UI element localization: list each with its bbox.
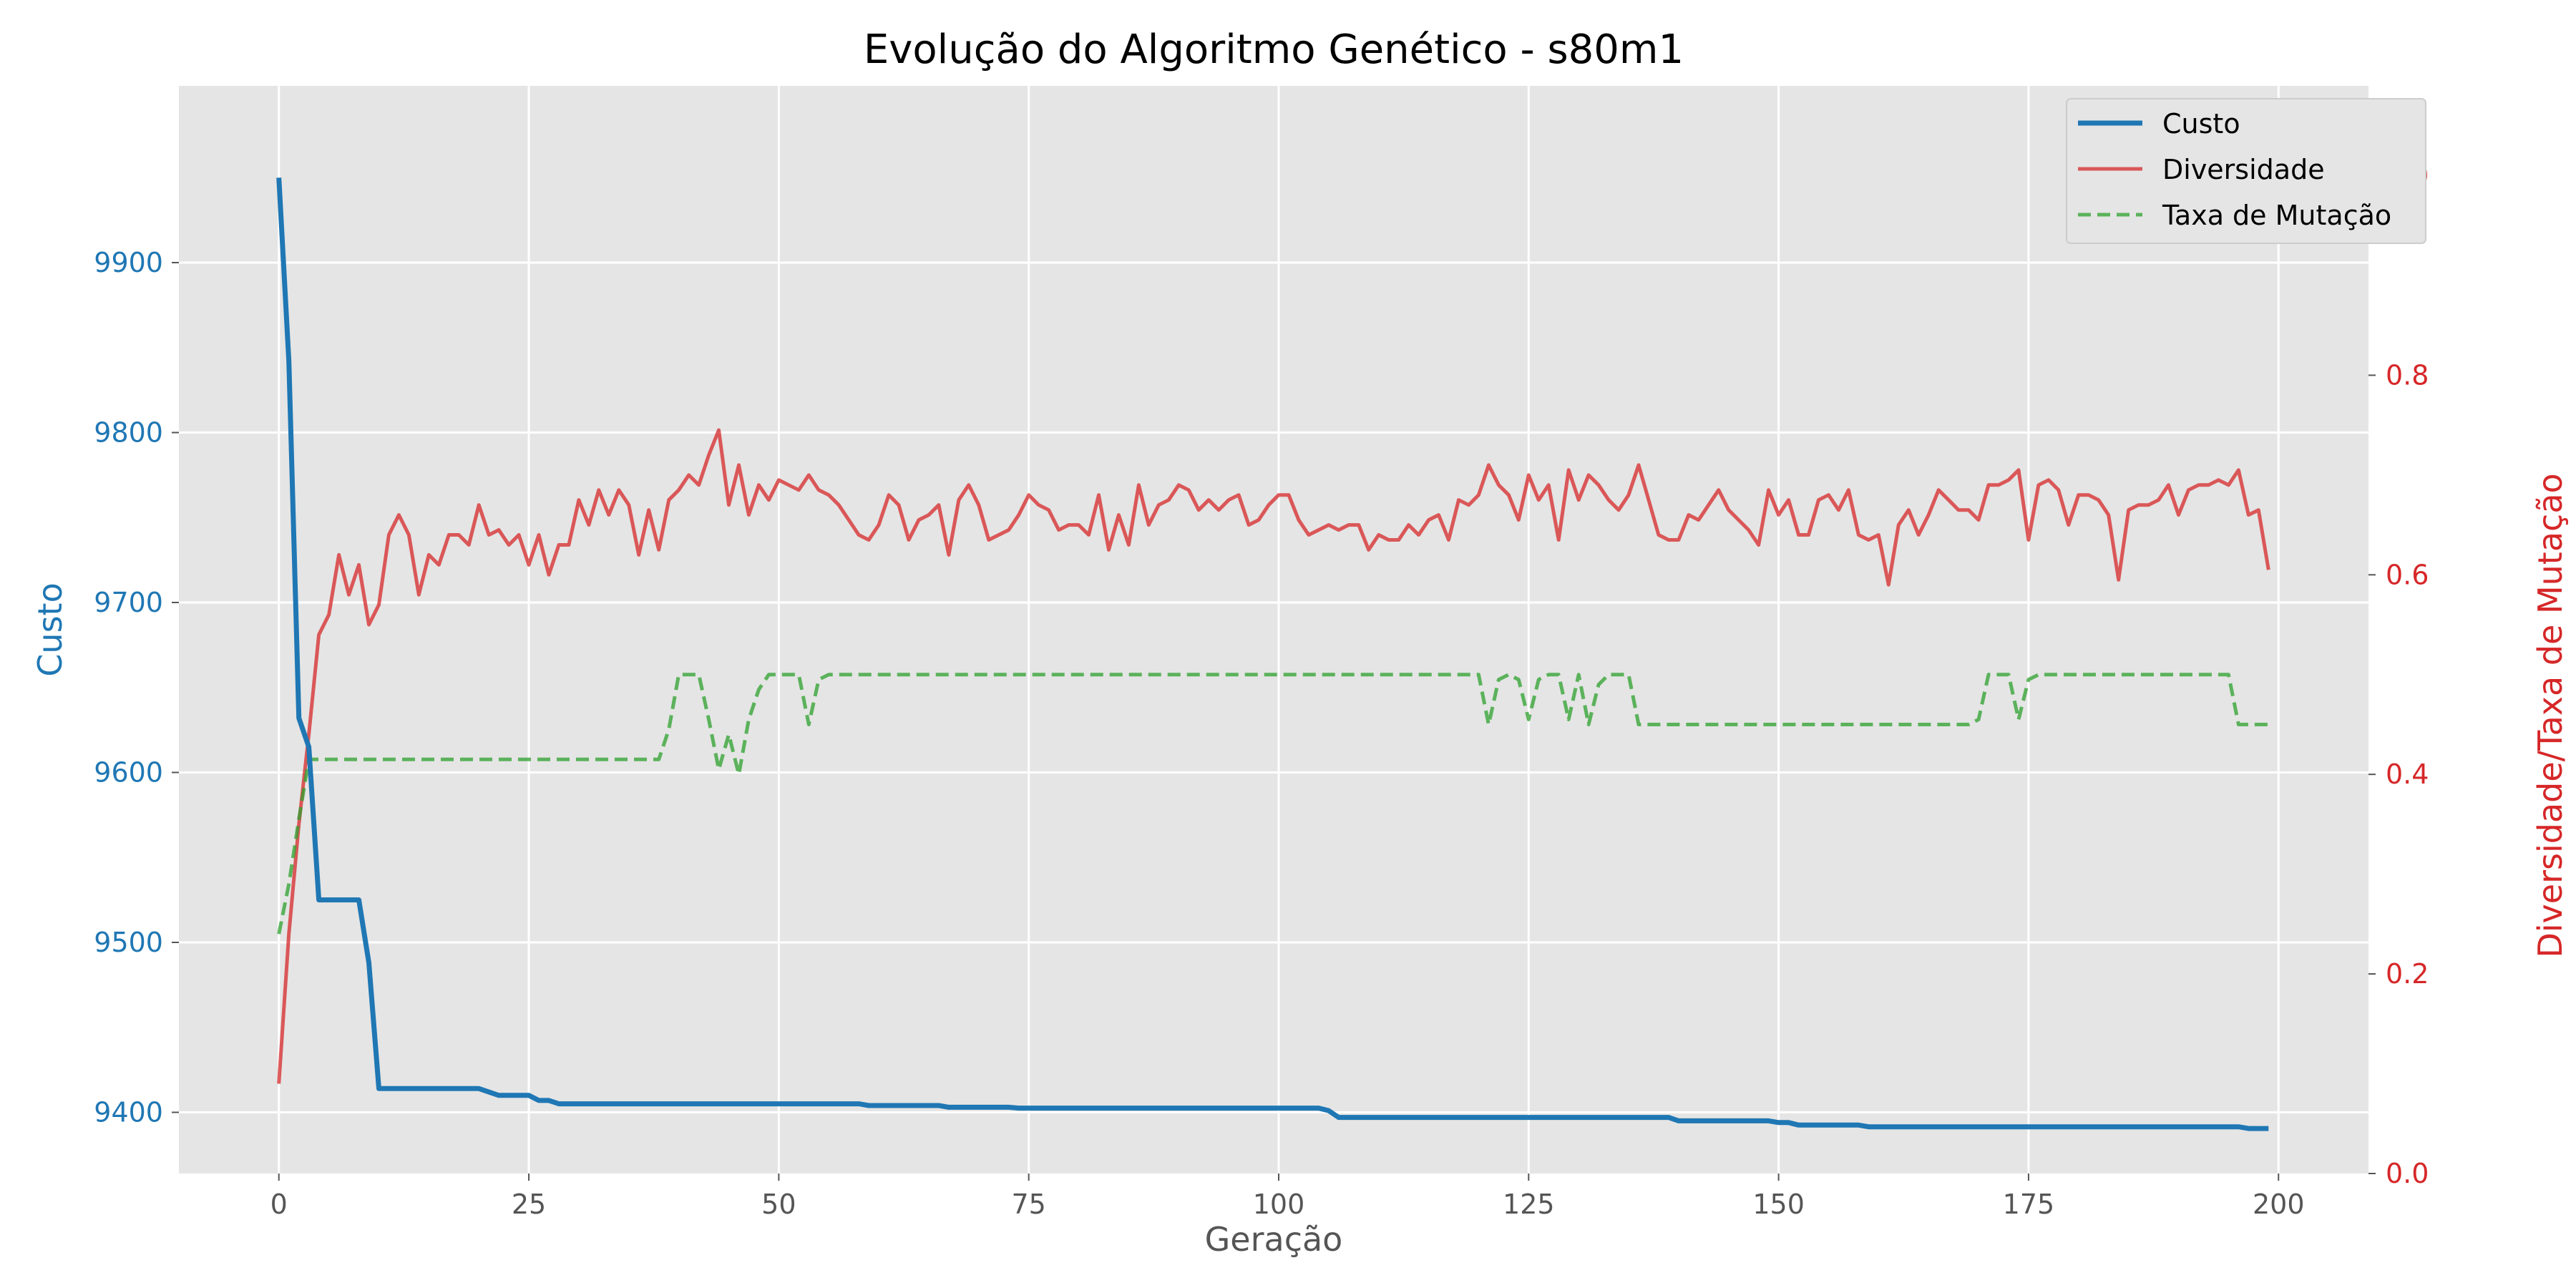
legend-label-custo: Custo xyxy=(2162,108,2240,140)
chart-title: Evolução do Algoritmo Genético - s80m1 xyxy=(864,26,1684,73)
x-tick-label: 75 xyxy=(1011,1189,1045,1220)
x-tick-label: 125 xyxy=(1503,1189,1555,1220)
series-line-custo xyxy=(276,177,2269,1131)
y-right-tick-label: 0.8 xyxy=(2386,359,2429,391)
legend-label-taxa: Taxa de Mutação xyxy=(2162,200,2391,231)
y-left-tick-label: 9900 xyxy=(94,247,163,278)
y-left-tick-label: 9500 xyxy=(94,927,163,958)
y-left-tick-label: 9400 xyxy=(94,1097,163,1128)
plot-area xyxy=(179,86,2368,1174)
legend-label-diversidade: Diversidade xyxy=(2162,154,2325,185)
x-tick-label: 25 xyxy=(512,1189,546,1220)
y-left-tick-label: 9600 xyxy=(94,757,163,789)
x-tick-label: 200 xyxy=(2253,1189,2305,1220)
y-right-tick-label: 0.4 xyxy=(2386,758,2429,790)
legend: Custo Diversidade Taxa de Mutação xyxy=(2066,98,2426,244)
x-axis-label: Geração xyxy=(1205,1220,1343,1259)
y-axis-left-label: Custo xyxy=(31,582,69,676)
x-tick-label: 150 xyxy=(1752,1189,1805,1220)
x-tick-label: 0 xyxy=(270,1189,288,1220)
y-left-tick-label: 9800 xyxy=(94,417,163,449)
x-tick-label: 100 xyxy=(1253,1189,1305,1220)
series-line-taxa xyxy=(277,673,2269,935)
x-tick-label: 50 xyxy=(761,1189,796,1220)
series-line-diversidade xyxy=(277,428,2270,1084)
y-right-tick-label: 0.6 xyxy=(2386,559,2429,590)
y-right-tick-label: 0.2 xyxy=(2386,958,2429,990)
y-right-tick-label: 0.0 xyxy=(2386,1158,2429,1189)
y-left-tick-label: 9700 xyxy=(94,587,163,618)
legend-box xyxy=(2066,98,2426,244)
x-tick-label: 175 xyxy=(2003,1189,2055,1220)
y-axis-right-label: Diversidade/Taxa de Mutação xyxy=(2531,473,2570,957)
